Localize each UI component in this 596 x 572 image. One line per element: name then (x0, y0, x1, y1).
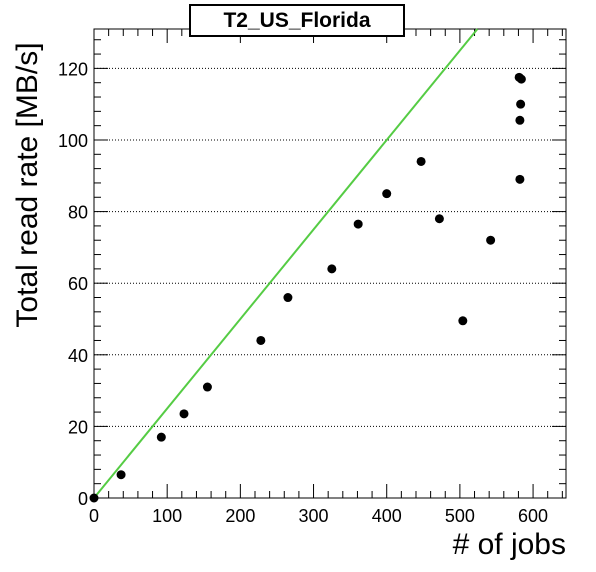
data-point (434, 214, 444, 224)
x-tick-label: 300 (299, 506, 329, 526)
reference-line (93, 28, 479, 499)
data-point (516, 99, 526, 109)
grid-lines (94, 67, 566, 427)
data-point (156, 432, 166, 442)
data-point (416, 156, 426, 166)
data-point (516, 74, 526, 84)
data-point (89, 493, 99, 503)
data-point (515, 115, 525, 125)
data-point (486, 235, 496, 245)
y-tick-label: 100 (58, 131, 88, 151)
x-tick-label: 100 (152, 506, 182, 526)
x-tick-label: 0 (89, 506, 99, 526)
data-point (283, 293, 293, 303)
data-point (353, 219, 363, 229)
data-points (89, 72, 526, 503)
y-axis-label: Total read rate [MB/s] (11, 42, 44, 328)
data-point (515, 174, 525, 184)
data-point (256, 335, 266, 345)
data-point (202, 382, 212, 392)
plot-frame (93, 28, 567, 499)
axis-ticks (93, 29, 566, 499)
x-tick-label: 600 (518, 506, 548, 526)
data-point (327, 264, 337, 274)
y-tick-label: 0 (78, 489, 88, 509)
y-tick-label: 20 (68, 417, 88, 437)
data-point (116, 470, 126, 480)
x-tick-label: 500 (445, 506, 475, 526)
fit-line (93, 28, 479, 499)
y-tick-label: 120 (58, 59, 88, 79)
y-tick-label: 40 (68, 346, 88, 366)
y-tick-label: 80 (68, 203, 88, 223)
x-tick-label: 400 (372, 506, 402, 526)
data-point (382, 189, 392, 199)
x-tick-label: 200 (225, 506, 255, 526)
chart-title: T2_US_Florida (189, 4, 405, 37)
x-axis-label: # of jobs (452, 528, 566, 561)
tick-labels: 0 20 40 60 80 100 120 0 100 200 300 400 500 600 (58, 59, 548, 526)
data-point (179, 409, 189, 419)
y-tick-label: 60 (68, 274, 88, 294)
data-point (458, 316, 468, 326)
